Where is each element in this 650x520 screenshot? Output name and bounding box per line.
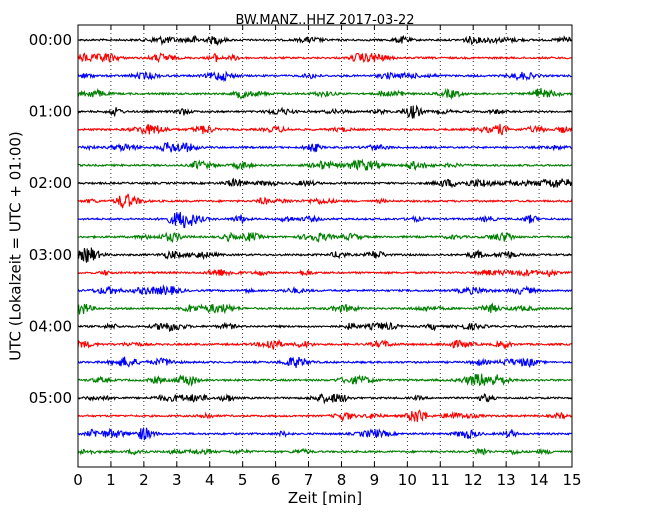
y-axis-ticks: 00:00 01:00 02:00 03:00 04:00 05:00 — [29, 31, 572, 407]
trace-0530 — [77, 426, 573, 441]
trace-0515 — [77, 409, 573, 423]
trace-0300 — [77, 247, 573, 263]
trace-0430 — [77, 356, 573, 369]
x-tick-label: 2 — [139, 471, 149, 489]
trace-0500 — [77, 393, 573, 405]
x-tick-label: 15 — [562, 471, 581, 489]
x-tick-label: 8 — [337, 471, 347, 489]
y-tick-label: 04:00 — [29, 317, 72, 335]
y-axis-label: UTC (Lokalzeit = UTC + 01:00) — [7, 131, 25, 361]
trace-0145 — [77, 158, 573, 171]
trace-0400 — [77, 321, 573, 333]
trace-0345 — [77, 302, 573, 315]
plot-frame — [77, 24, 573, 468]
y-tick-label: 05:00 — [29, 389, 72, 407]
trace-0045 — [77, 87, 573, 101]
trace-0200 — [77, 177, 573, 189]
x-tick-label: 3 — [172, 471, 182, 489]
trace-0000 — [77, 34, 573, 47]
x-tick-label: 12 — [464, 471, 483, 489]
x-tick-label: 10 — [398, 471, 417, 489]
grid-layer — [110, 25, 540, 467]
trace-0015 — [77, 52, 573, 64]
y-tick-label: 01:00 — [29, 103, 72, 121]
x-tick-label: 7 — [304, 471, 314, 489]
trace-0330 — [77, 284, 573, 296]
trace-0315 — [77, 268, 573, 278]
y-tick-label: 03:00 — [29, 246, 72, 264]
trace-0215 — [77, 193, 573, 209]
y-tick-label: 02:00 — [29, 174, 72, 192]
trace-0415 — [77, 338, 573, 350]
x-tick-label: 1 — [106, 471, 116, 489]
y-tick-label: 00:00 — [29, 31, 72, 49]
x-tick-label: 13 — [497, 471, 516, 489]
chart-title: BW.MANZ..HHZ 2017-03-22 — [235, 13, 414, 28]
trace-0030 — [77, 70, 573, 83]
x-tick-label: 5 — [238, 471, 248, 489]
x-tick-label: 4 — [205, 471, 215, 489]
x-axis-ticks: 0 1 2 3 4 5 6 7 8 9 10 11 12 13 14 15 — [73, 25, 582, 489]
trace-0545 — [77, 447, 573, 456]
trace-0130 — [77, 141, 573, 153]
x-tick-label: 6 — [271, 471, 281, 489]
trace-layer — [77, 34, 573, 456]
trace-0115 — [77, 123, 573, 136]
trace-0245 — [77, 231, 573, 244]
x-tick-label: 14 — [530, 471, 549, 489]
trace-0100 — [77, 104, 573, 119]
x-tick-label: 11 — [431, 471, 450, 489]
x-axis-label: Zeit [min] — [288, 489, 362, 507]
trace-0230 — [77, 211, 573, 229]
x-tick-label: 9 — [370, 471, 380, 489]
x-tick-label: 0 — [73, 471, 83, 489]
trace-0445 — [77, 373, 573, 387]
